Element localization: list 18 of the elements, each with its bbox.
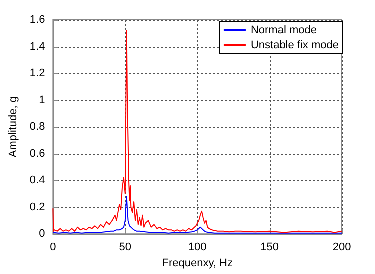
x-tick-label: 100 [188,242,207,254]
y-tick-label: 0.8 [30,121,46,134]
x-tick-label: 50 [119,242,132,254]
y-tick-label: 0 [39,228,46,240]
y-tick-label: 0.4 [30,174,46,187]
y-tick-label: 1 [39,94,46,106]
x-axis-title: Frequenxy, Hz [162,258,233,270]
y-tick-label: 1.4 [30,40,46,53]
legend-label: Unstable fix mode [250,40,340,52]
y-tick-label: 1.6 [30,14,46,26]
x-tick-label: 200 [332,242,352,254]
y-tick-label: 0.2 [30,201,46,214]
x-tick-label: 150 [260,242,279,254]
y-tick-label: 0.6 [30,148,46,160]
legend-label: Normal mode [250,24,317,36]
x-tick-label: 0 [50,242,56,254]
y-tick-label: 1.2 [30,68,46,80]
y-axis-title: Amplitude, g [8,96,20,158]
